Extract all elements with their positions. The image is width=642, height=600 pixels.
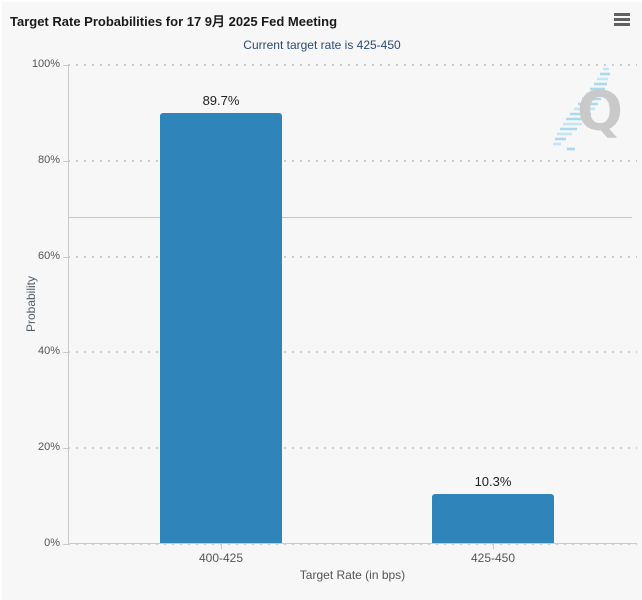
plot-area: 89.7% 10.3%	[68, 65, 637, 544]
bar-400-425[interactable]	[160, 113, 282, 543]
x-axis-label: 425-450	[470, 551, 516, 565]
y-axis-tick	[63, 160, 68, 162]
svg-text:Q: Q	[577, 80, 623, 143]
x-axis-tick	[221, 544, 222, 549]
hamburger-menu-icon[interactable]	[612, 13, 632, 29]
y-gridline	[68, 351, 637, 354]
y-gridline	[68, 447, 637, 450]
y-axis-label: 20%	[37, 441, 60, 454]
quikstrike-logo-watermark: Q	[553, 67, 623, 151]
bar-425-450[interactable]	[432, 493, 554, 543]
y-axis-tick	[63, 65, 68, 66]
y-axis-tick	[63, 256, 68, 258]
x-axis-label: 400-425	[198, 551, 244, 565]
crosshair-line	[68, 217, 632, 218]
y-gridline	[68, 255, 637, 258]
bar-value-label: 89.7%	[202, 93, 240, 109]
chart-subtitle: Current target rate is 425-450	[243, 38, 401, 52]
y-axis-tick	[63, 352, 68, 354]
y-gridline	[68, 159, 637, 162]
y-axis-tick	[63, 544, 68, 545]
y-axis-label: 80%	[37, 153, 60, 166]
x-axis-tick	[493, 544, 494, 549]
y-axis-tick	[63, 448, 68, 450]
bar-value-label: 10.3%	[474, 473, 512, 489]
y-axis-label: 40%	[37, 345, 60, 358]
y-axis-label: 60%	[37, 249, 60, 262]
x-axis-title: Target Rate (in bps)	[299, 568, 406, 582]
y-axis-label: 0%	[44, 537, 60, 549]
y-axis-title: Probability	[24, 275, 38, 333]
chart-title: Target Rate Probabilities for 17 9月 2025…	[10, 14, 338, 29]
y-axis-label: 100%	[31, 58, 60, 70]
y-gridline	[68, 64, 637, 66]
y-gridline	[68, 543, 637, 545]
